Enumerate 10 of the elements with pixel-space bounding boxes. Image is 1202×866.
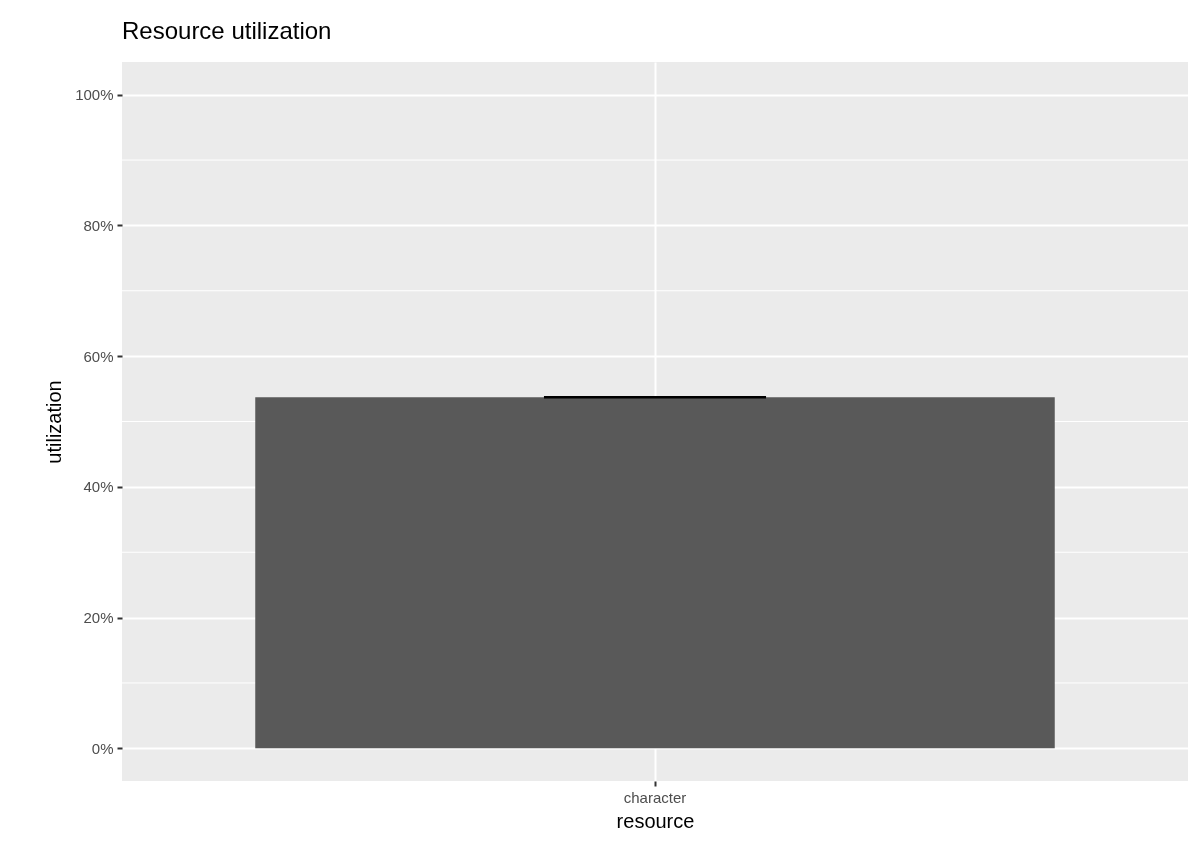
y-tick-label: 0%	[91, 739, 114, 757]
y-tick-label: 80%	[83, 216, 114, 234]
x-tick-label: character	[623, 788, 687, 806]
chart-title: Resource utilization	[122, 17, 332, 44]
x-axis-title: resource	[616, 809, 695, 832]
y-tick-label: 20%	[83, 609, 114, 627]
y-tick-label: 40%	[83, 478, 114, 496]
y-tick-label: 60%	[83, 347, 114, 365]
y-axis-title: utilization	[43, 380, 66, 464]
y-tick-label: 100%	[75, 86, 114, 104]
